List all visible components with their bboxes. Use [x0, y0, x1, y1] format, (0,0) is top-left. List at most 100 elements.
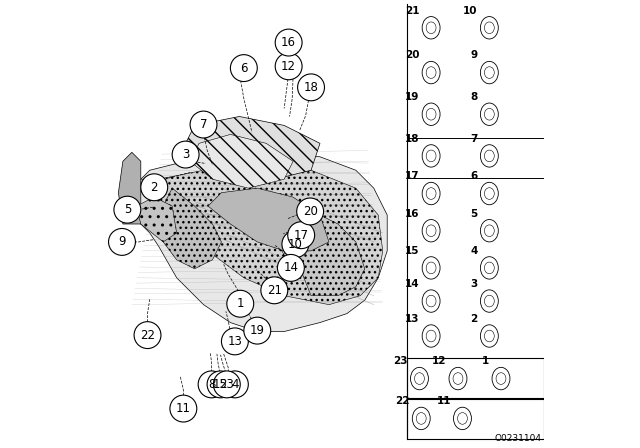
Polygon shape — [118, 152, 141, 224]
Circle shape — [244, 317, 271, 344]
Text: 22: 22 — [395, 396, 410, 406]
Ellipse shape — [412, 407, 430, 430]
Text: 4: 4 — [231, 378, 239, 391]
Text: 13: 13 — [405, 314, 419, 324]
Circle shape — [227, 290, 253, 317]
Text: 2: 2 — [470, 314, 477, 324]
Ellipse shape — [481, 290, 499, 312]
Text: 15: 15 — [213, 378, 228, 391]
Ellipse shape — [422, 17, 440, 39]
Text: 13: 13 — [227, 335, 243, 348]
Text: 5: 5 — [124, 203, 131, 216]
Text: 17: 17 — [294, 228, 308, 242]
Ellipse shape — [410, 367, 428, 390]
Text: 10: 10 — [288, 237, 303, 251]
Text: 5: 5 — [470, 209, 477, 219]
Circle shape — [109, 228, 136, 255]
Polygon shape — [186, 116, 320, 179]
Text: 16: 16 — [405, 209, 419, 219]
Ellipse shape — [481, 325, 499, 347]
Text: 21: 21 — [405, 6, 419, 16]
Text: 22: 22 — [140, 328, 155, 342]
Ellipse shape — [481, 182, 499, 205]
Text: 1: 1 — [482, 357, 490, 366]
Circle shape — [221, 371, 248, 398]
Text: 9: 9 — [118, 235, 125, 249]
Circle shape — [297, 198, 324, 225]
Ellipse shape — [454, 407, 472, 430]
Text: 20: 20 — [303, 205, 317, 218]
Ellipse shape — [422, 61, 440, 84]
Text: 20: 20 — [405, 51, 419, 60]
Ellipse shape — [481, 145, 499, 167]
Polygon shape — [293, 215, 365, 296]
Circle shape — [198, 371, 225, 398]
Polygon shape — [123, 152, 387, 332]
Polygon shape — [190, 134, 293, 188]
Circle shape — [190, 111, 217, 138]
Text: 6: 6 — [470, 172, 477, 181]
Text: 17: 17 — [405, 172, 419, 181]
Circle shape — [213, 371, 240, 398]
Text: 1: 1 — [237, 297, 244, 310]
Ellipse shape — [422, 325, 440, 347]
Circle shape — [134, 322, 161, 349]
Text: 11: 11 — [436, 396, 451, 406]
Text: 11: 11 — [176, 402, 191, 415]
Circle shape — [261, 277, 288, 304]
Circle shape — [230, 55, 257, 82]
Text: 12: 12 — [281, 60, 296, 73]
Ellipse shape — [422, 290, 440, 312]
Ellipse shape — [422, 257, 440, 279]
Text: 12: 12 — [432, 357, 446, 366]
Ellipse shape — [481, 257, 499, 279]
Text: 18: 18 — [405, 134, 419, 144]
Text: 14: 14 — [284, 261, 298, 275]
Circle shape — [207, 371, 234, 398]
Text: 7: 7 — [470, 134, 477, 144]
Circle shape — [282, 231, 309, 258]
Circle shape — [275, 53, 302, 80]
Circle shape — [114, 196, 141, 223]
Text: 23: 23 — [394, 357, 408, 366]
Text: 14: 14 — [405, 279, 419, 289]
Ellipse shape — [422, 182, 440, 205]
Ellipse shape — [481, 220, 499, 242]
Circle shape — [278, 254, 305, 281]
Ellipse shape — [481, 103, 499, 125]
Text: 15: 15 — [405, 246, 419, 256]
Text: 21: 21 — [267, 284, 282, 297]
Circle shape — [170, 395, 196, 422]
Polygon shape — [136, 197, 177, 242]
Ellipse shape — [492, 367, 510, 390]
Text: 7: 7 — [200, 118, 207, 131]
Circle shape — [298, 74, 324, 101]
Polygon shape — [159, 188, 221, 269]
Text: 3: 3 — [182, 148, 189, 161]
Text: 16: 16 — [281, 36, 296, 49]
Text: 23: 23 — [220, 378, 234, 391]
Ellipse shape — [449, 367, 467, 390]
Text: 4: 4 — [470, 246, 477, 256]
Ellipse shape — [422, 103, 440, 125]
Ellipse shape — [481, 17, 499, 39]
Bar — [407, 398, 544, 439]
Text: 9: 9 — [470, 51, 477, 60]
Text: 19: 19 — [250, 324, 265, 337]
Text: 2: 2 — [150, 181, 158, 194]
Circle shape — [221, 328, 248, 355]
Circle shape — [141, 174, 168, 201]
Ellipse shape — [481, 61, 499, 84]
Polygon shape — [132, 161, 383, 305]
Text: 8: 8 — [208, 378, 215, 391]
Ellipse shape — [422, 220, 440, 242]
Text: 18: 18 — [303, 81, 319, 94]
Circle shape — [275, 29, 302, 56]
Text: 3: 3 — [470, 279, 477, 289]
Text: 19: 19 — [405, 92, 419, 102]
Text: 6: 6 — [240, 61, 248, 75]
Ellipse shape — [422, 145, 440, 167]
Polygon shape — [208, 188, 329, 251]
Bar — [407, 358, 544, 399]
Circle shape — [288, 222, 315, 249]
